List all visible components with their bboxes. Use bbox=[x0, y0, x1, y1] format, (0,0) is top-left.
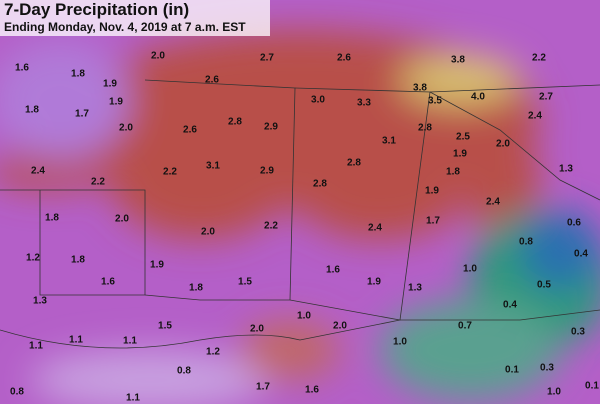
precip-label: 1.6 bbox=[101, 277, 115, 288]
precip-label: 0.8 bbox=[519, 237, 533, 248]
precip-label: 0.3 bbox=[540, 363, 554, 374]
precip-label: 2.2 bbox=[91, 177, 105, 188]
precip-label: 2.6 bbox=[183, 125, 197, 136]
precip-label: 2.5 bbox=[456, 132, 470, 143]
precip-label: 0.4 bbox=[503, 300, 517, 311]
precip-label: 1.8 bbox=[446, 167, 460, 178]
precip-label: 2.9 bbox=[264, 122, 278, 133]
precip-label: 1.7 bbox=[256, 382, 270, 393]
precip-label: 1.1 bbox=[126, 393, 140, 404]
precip-label: 1.0 bbox=[393, 337, 407, 348]
precip-label: 1.8 bbox=[45, 213, 59, 224]
precip-label: 1.9 bbox=[453, 149, 467, 160]
precip-label: 1.9 bbox=[150, 260, 164, 271]
precip-label: 0.8 bbox=[177, 366, 191, 377]
precip-label: 1.9 bbox=[109, 97, 123, 108]
precip-label: 2.6 bbox=[205, 75, 219, 86]
precip-label: 1.2 bbox=[206, 347, 220, 358]
title: 7-Day Precipitation (in) bbox=[4, 0, 189, 19]
precip-label: 2.8 bbox=[418, 123, 432, 134]
precip-label: 2.4 bbox=[528, 111, 542, 122]
precip-label: 2.7 bbox=[539, 92, 553, 103]
precip-label: 0.7 bbox=[458, 321, 472, 332]
precip-label: 3.5 bbox=[428, 96, 442, 107]
precip-label: 3.3 bbox=[357, 98, 371, 109]
precip-label: 1.1 bbox=[69, 335, 83, 346]
precip-label: 0.5 bbox=[537, 280, 551, 291]
precip-label: 3.1 bbox=[382, 136, 396, 147]
precip-label: 1.6 bbox=[15, 63, 29, 74]
precip-label: 3.8 bbox=[451, 55, 465, 66]
precip-label: 2.4 bbox=[368, 223, 382, 234]
header-backdrop bbox=[0, 0, 270, 36]
precip-label: 4.0 bbox=[471, 92, 485, 103]
precip-label: 1.5 bbox=[158, 321, 172, 332]
precip-label: 0.6 bbox=[567, 218, 581, 229]
precip-label: 2.8 bbox=[313, 179, 327, 190]
precip-label: 1.1 bbox=[29, 341, 43, 352]
precip-label: 1.8 bbox=[189, 283, 203, 294]
precip-label: 0.4 bbox=[574, 249, 588, 260]
precip-label: 1.6 bbox=[326, 265, 340, 276]
precip-label: 2.0 bbox=[496, 139, 510, 150]
precip-label: 1.0 bbox=[547, 387, 561, 398]
precip-label: 2.0 bbox=[119, 123, 133, 134]
precip-label: 1.6 bbox=[305, 385, 319, 396]
precip-label: 1.2 bbox=[26, 253, 40, 264]
state-borders bbox=[0, 79, 600, 349]
precip-label: 2.0 bbox=[151, 51, 165, 62]
precip-label: 1.3 bbox=[559, 164, 573, 175]
precip-label: 1.9 bbox=[367, 277, 381, 288]
precip-label: 1.8 bbox=[71, 255, 85, 266]
precip-label: 3.0 bbox=[311, 95, 325, 106]
precip-label: 1.3 bbox=[33, 296, 47, 307]
precip-label: 1.0 bbox=[463, 264, 477, 275]
precip-label: 1.7 bbox=[75, 109, 89, 120]
precip-label: 1.0 bbox=[297, 311, 311, 322]
precip-label: 2.2 bbox=[264, 221, 278, 232]
precip-label: 3.8 bbox=[413, 83, 427, 94]
precip-label: 0.3 bbox=[571, 327, 585, 338]
precip-label: 2.8 bbox=[347, 158, 361, 169]
precip-label: 2.2 bbox=[163, 167, 177, 178]
precip-label: 2.0 bbox=[333, 321, 347, 332]
precip-label: 0.1 bbox=[585, 381, 599, 392]
precip-label: 2.2 bbox=[532, 53, 546, 64]
precip-label: 1.8 bbox=[71, 69, 85, 80]
precip-label: 1.7 bbox=[426, 216, 440, 227]
precip-label: 2.9 bbox=[260, 166, 274, 177]
precip-label: 2.6 bbox=[337, 53, 351, 64]
precip-label: 2.4 bbox=[486, 197, 500, 208]
precip-label: 0.8 bbox=[10, 387, 24, 398]
precip-label: 2.0 bbox=[115, 214, 129, 225]
precip-label: 1.3 bbox=[408, 283, 422, 294]
precip-label: 1.9 bbox=[425, 186, 439, 197]
precip-label: 2.0 bbox=[250, 324, 264, 335]
precip-label: 2.8 bbox=[228, 117, 242, 128]
precip-label: 2.7 bbox=[260, 53, 274, 64]
precip-label: 1.1 bbox=[123, 336, 137, 347]
precip-label: 1.9 bbox=[103, 79, 117, 90]
precip-label: 1.8 bbox=[25, 105, 39, 116]
precip-label: 2.4 bbox=[31, 166, 45, 177]
precip-label: 2.0 bbox=[201, 227, 215, 238]
precip-label: 1.5 bbox=[238, 277, 252, 288]
subtitle: Ending Monday, Nov. 4, 2019 at 7 a.m. ES… bbox=[4, 20, 246, 34]
precip-label: 3.1 bbox=[206, 161, 220, 172]
precip-label: 0.1 bbox=[505, 365, 519, 376]
